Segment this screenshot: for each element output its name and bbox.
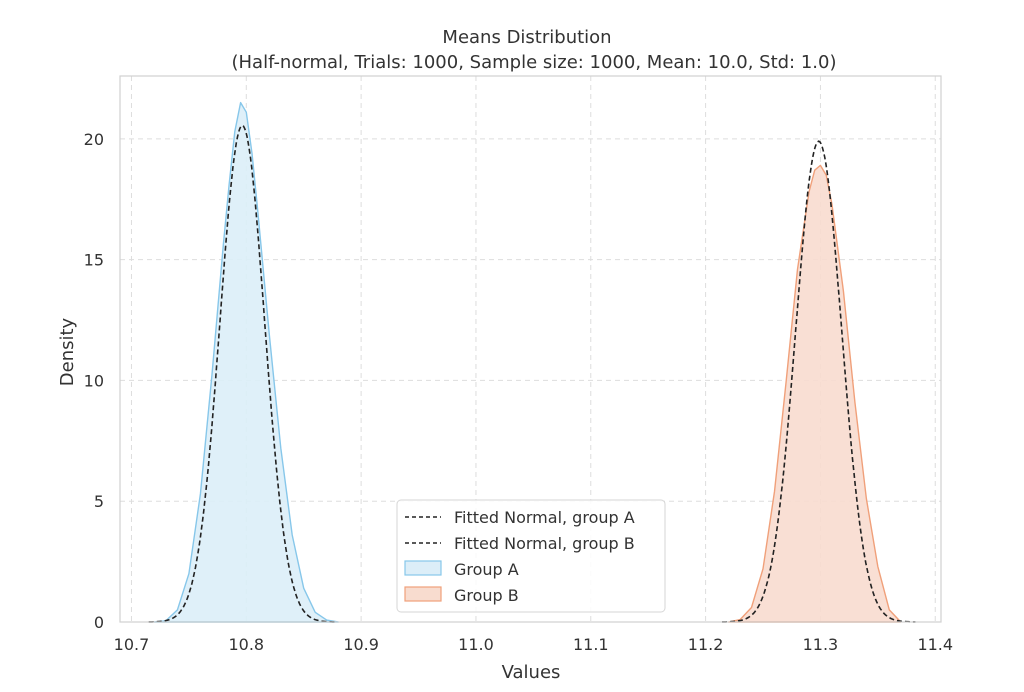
x-tick-label-4: 11.1 [573,635,609,654]
legend-label-fitted-b: Fitted Normal, group B [454,534,635,553]
fitted-normal-line-a [148,124,336,623]
y-tick-label-3: 15 [84,251,104,270]
x-tick-label-5: 11.2 [688,635,724,654]
legend-label-group-b: Group B [454,586,519,605]
y-tick-label-4: 20 [84,130,104,149]
x-tick-labels: 10.7 10.8 10.9 11.0 11.1 11.2 11.3 11.4 [114,635,953,654]
kde-area-group-a [153,101,339,623]
fitted-normal-line-b [722,140,916,623]
x-tick-label-7: 11.4 [917,635,953,654]
chart-subtitle: (Half-normal, Trials: 1000, Sample size:… [232,52,837,73]
x-axis-label: Values [502,662,561,683]
y-tick-label-2: 10 [84,371,104,390]
y-axis-label: Density [57,317,78,386]
chart-title: Means Distribution [442,27,611,48]
x-tick-label-1: 10.8 [228,635,264,654]
legend-label-fitted-a: Fitted Normal, group A [454,508,635,527]
x-tick-label-0: 10.7 [114,635,150,654]
y-tick-label-0: 0 [94,613,104,632]
x-tick-label-6: 11.3 [803,635,839,654]
x-tick-label-2: 10.9 [343,635,379,654]
legend-swatch-group-b [404,586,442,602]
legend-label-group-a: Group A [454,560,519,579]
series-lines [148,124,916,623]
legend: Fitted Normal, group A Fitted Normal, gr… [396,499,666,613]
kde-area-group-b [727,164,902,623]
y-tick-labels: 0 5 10 15 20 [84,130,104,632]
legend-swatch-group-a [404,560,442,576]
legend-box [396,499,666,613]
x-tick-label-3: 11.0 [458,635,494,654]
y-tick-label-1: 5 [94,492,104,511]
plot-frame [119,75,942,623]
